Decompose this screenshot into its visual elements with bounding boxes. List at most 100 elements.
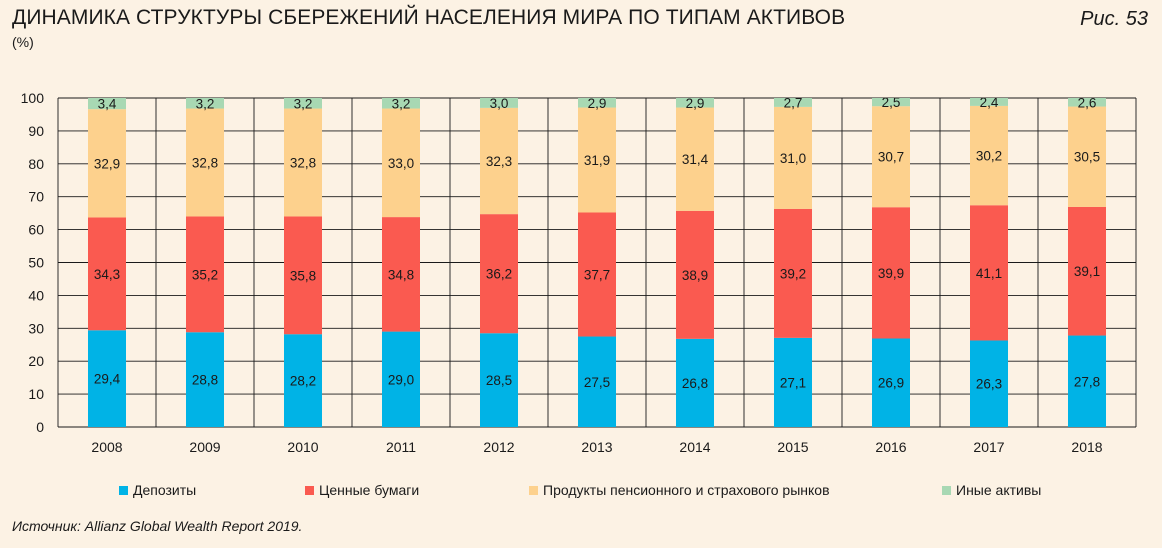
x-tick-label: 2012 (483, 439, 514, 455)
data-label: 2,9 (686, 96, 705, 111)
chart-legend: Депозиты Ценные бумаги Продукты пенсионног… (0, 482, 1162, 504)
bar-segment (872, 98, 910, 107)
legend-swatch (942, 485, 951, 495)
data-label: 28,2 (290, 374, 316, 389)
bar-segment (88, 109, 126, 218)
legend-label: Продукты пенсионного и страхового рынков (543, 482, 830, 498)
data-label: 3,2 (196, 96, 215, 111)
data-label: 2,4 (980, 95, 999, 110)
bar-segment (1068, 106, 1106, 207)
bar-segment (578, 98, 616, 108)
bar-segment (676, 210, 714, 339)
bar-segment (578, 107, 616, 213)
data-label: 33,0 (388, 156, 414, 171)
legend-swatch (119, 485, 128, 495)
data-label: 32,8 (290, 155, 316, 170)
data-label: 30,2 (976, 149, 1002, 164)
data-label: 35,8 (290, 268, 316, 283)
bar-segment (186, 216, 224, 333)
bar-segment (186, 332, 224, 427)
x-tick-label: 2017 (973, 439, 1004, 455)
data-label: 2,9 (588, 96, 607, 111)
bar-segment (774, 106, 812, 209)
bar-segment (578, 336, 616, 427)
data-label: 27,8 (1074, 374, 1100, 389)
data-label: 35,2 (192, 267, 218, 282)
bar-segment (970, 340, 1008, 427)
bar-segment (1068, 98, 1106, 107)
y-tick-label: 40 (28, 287, 44, 303)
x-tick-label: 2014 (679, 439, 710, 455)
legend-swatch (305, 485, 314, 495)
bar-segment (970, 98, 1008, 106)
y-tick-label: 30 (28, 320, 44, 336)
bar-segment (382, 98, 420, 109)
legend-label: Депозиты (133, 482, 197, 498)
bar-segment (382, 331, 420, 427)
bar-segment (578, 212, 616, 337)
x-tick-label: 2016 (875, 439, 906, 455)
data-label: 32,3 (486, 154, 512, 169)
y-tick-label: 0 (36, 419, 44, 435)
chart-title: ДИНАМИКА СТРУКТУРЫ СБЕРЕЖЕНИЙ НАСЕЛЕНИЯ … (12, 6, 846, 29)
figure-label: Рис. 53 (1080, 8, 1148, 30)
x-tick-label: 2013 (581, 439, 612, 455)
y-tick-label: 20 (28, 353, 44, 369)
data-label: 34,8 (388, 267, 414, 282)
data-label: 27,1 (780, 375, 806, 390)
x-tick-label: 2018 (1071, 439, 1102, 455)
data-label: 39,9 (878, 266, 904, 281)
data-label: 3,4 (98, 97, 117, 112)
bar-segment (480, 107, 518, 215)
bar-segment (774, 98, 812, 107)
legend-label: Иные активы (956, 482, 1042, 498)
bar-segment (480, 98, 518, 108)
y-tick-label: 50 (28, 255, 44, 271)
x-tick-label: 2011 (386, 439, 416, 455)
data-label: 26,3 (976, 377, 1002, 392)
data-label: 26,8 (682, 376, 708, 391)
bar-segment (88, 217, 126, 331)
bar-segment (872, 338, 910, 427)
data-label: 38,9 (682, 268, 708, 283)
data-label: 31,0 (780, 151, 806, 166)
y-tick-label: 70 (28, 189, 44, 205)
data-label: 26,9 (878, 376, 904, 391)
y-tick-label: 100 (21, 90, 45, 106)
data-label: 27,5 (584, 375, 610, 390)
data-label: 28,5 (486, 373, 512, 388)
y-tick-label: 10 (28, 386, 44, 402)
data-label: 31,4 (682, 152, 709, 167)
y-tick-label: 80 (28, 156, 44, 172)
chart-unit: (%) (12, 34, 34, 50)
data-label: 39,2 (780, 266, 806, 281)
data-label: 41,1 (976, 266, 1002, 281)
bar-segment (676, 98, 714, 108)
data-label: 34,3 (94, 267, 120, 282)
x-tick-label: 2008 (91, 439, 122, 455)
bar-segment (676, 107, 714, 211)
data-label: 39,1 (1074, 264, 1100, 279)
bar-segment (970, 105, 1008, 206)
legend-item: Иные активы (942, 482, 1041, 498)
bar-segment (186, 98, 224, 109)
bar-segment (1068, 335, 1106, 427)
bar-segment (774, 208, 812, 338)
data-label: 3,2 (294, 96, 313, 111)
y-tick-label: 60 (28, 222, 44, 238)
bar-segment (480, 333, 518, 427)
bar-segment (774, 337, 812, 427)
data-label: 3,0 (490, 96, 509, 111)
bar-segment (1068, 206, 1106, 336)
bar-segment (284, 98, 322, 109)
y-tick-label: 90 (28, 123, 44, 139)
bar-segment (382, 217, 420, 332)
data-label: 32,9 (94, 156, 120, 171)
data-label: 2,5 (882, 95, 901, 110)
bar-segment (382, 108, 420, 218)
data-label: 29,4 (94, 372, 121, 387)
data-label: 2,7 (784, 95, 803, 110)
bar-segment (284, 334, 322, 427)
data-label: 30,5 (1074, 150, 1100, 165)
